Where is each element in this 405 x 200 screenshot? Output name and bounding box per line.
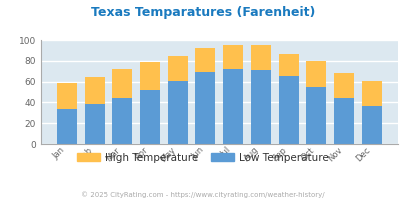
Bar bbox=[84, 104, 104, 144]
Bar bbox=[250, 70, 270, 144]
Text: © 2025 CityRating.com - https://www.cityrating.com/weather-history/: © 2025 CityRating.com - https://www.city… bbox=[81, 191, 324, 198]
Bar bbox=[278, 76, 298, 144]
Bar bbox=[112, 98, 132, 144]
Bar bbox=[140, 90, 160, 144]
Bar bbox=[112, 69, 132, 98]
Bar bbox=[250, 45, 270, 70]
Bar bbox=[57, 83, 77, 109]
Bar bbox=[140, 62, 160, 90]
Bar bbox=[57, 109, 77, 144]
Bar bbox=[195, 48, 215, 72]
Bar bbox=[167, 56, 187, 81]
Bar bbox=[167, 81, 187, 144]
Bar bbox=[305, 61, 325, 87]
Bar bbox=[333, 98, 353, 144]
Bar bbox=[361, 81, 381, 106]
Bar bbox=[223, 45, 243, 69]
Bar bbox=[84, 77, 104, 104]
Bar bbox=[223, 69, 243, 144]
Bar bbox=[333, 73, 353, 98]
Bar bbox=[195, 72, 215, 144]
Bar bbox=[361, 106, 381, 144]
Legend: High Temperature, Low Temperature: High Temperature, Low Temperature bbox=[73, 148, 332, 167]
Text: Texas Temparatures (Farenheit): Texas Temparatures (Farenheit) bbox=[91, 6, 314, 19]
Bar bbox=[278, 54, 298, 76]
Bar bbox=[305, 87, 325, 144]
